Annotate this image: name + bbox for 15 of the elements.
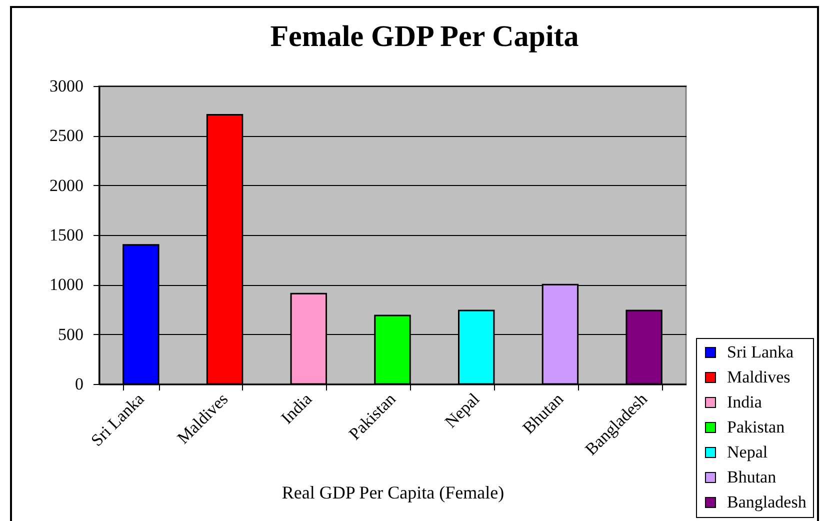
- y-tick-label: 2500: [50, 126, 84, 146]
- y-tick-label: 0: [75, 374, 84, 394]
- legend-label: Sri Lanka: [727, 342, 794, 362]
- legend-label: Bhutan: [727, 468, 777, 486]
- y-tick-label: 500: [58, 324, 84, 344]
- y-tick-label: 1500: [50, 226, 84, 244]
- chart-title: Female GDP Per Capita: [270, 20, 579, 53]
- y-tick-label: 2000: [50, 176, 84, 195]
- legend-label: Nepal: [727, 442, 768, 462]
- x-axis-title: Real GDP Per Capita (Female): [282, 482, 504, 502]
- x-tick-label: India: [277, 389, 316, 428]
- y-tick-label: 1000: [50, 275, 84, 294]
- legend-label: Maldives: [727, 368, 790, 386]
- y-tick-label: 3000: [50, 76, 84, 96]
- legend-label: Bangladesh: [727, 492, 807, 512]
